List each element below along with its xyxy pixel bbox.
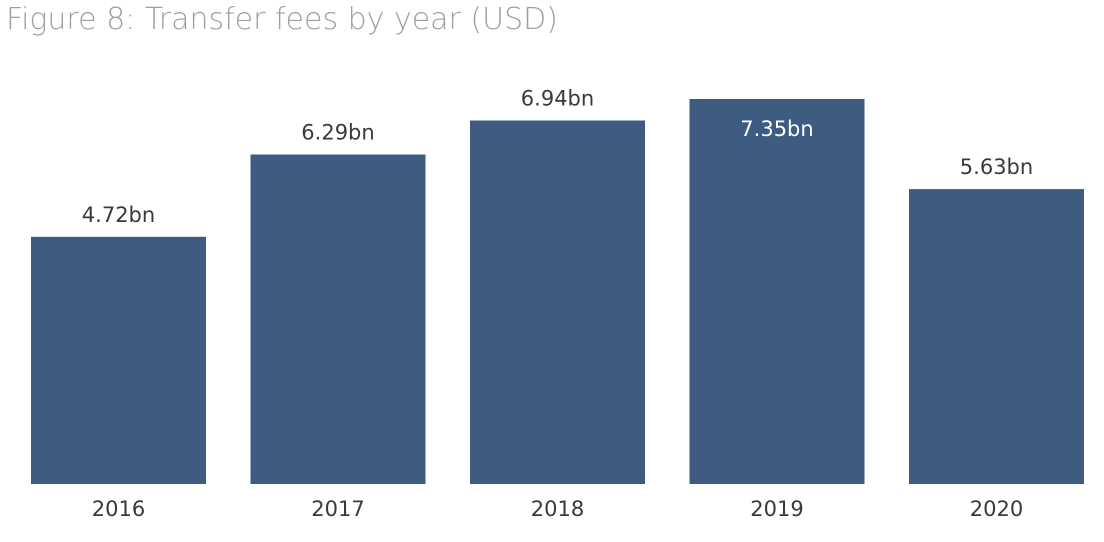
bar-2019 [689,99,865,484]
data-label-2016: 4.72bn [82,203,155,227]
data-label-2020: 5.63bn [960,155,1033,179]
bar-2020 [909,189,1084,484]
bar-2018 [470,120,645,484]
x-tick-label-2016: 2016 [92,497,145,521]
data-labels-group: 4.72bn 6.29bn 6.94bn 7.35bn 5.63bn [82,87,1033,227]
bar-2016 [31,236,206,484]
data-label-2017: 6.29bn [301,121,374,145]
x-tick-label-2018: 2018 [531,497,584,521]
data-label-2019: 7.35bn [740,117,813,141]
x-tick-label-2019: 2019 [750,497,803,521]
x-tick-label-2017: 2017 [311,497,364,521]
data-label-2018: 6.94bn [521,87,594,111]
chart-title: Figure 8: Transfer fees by year (USD) [6,2,558,37]
bar-2017 [250,154,426,484]
x-axis-tick-labels: 2016 2017 2018 2019 2020 [92,497,1023,521]
bars-group [31,99,1084,484]
x-tick-label-2020: 2020 [970,497,1023,521]
